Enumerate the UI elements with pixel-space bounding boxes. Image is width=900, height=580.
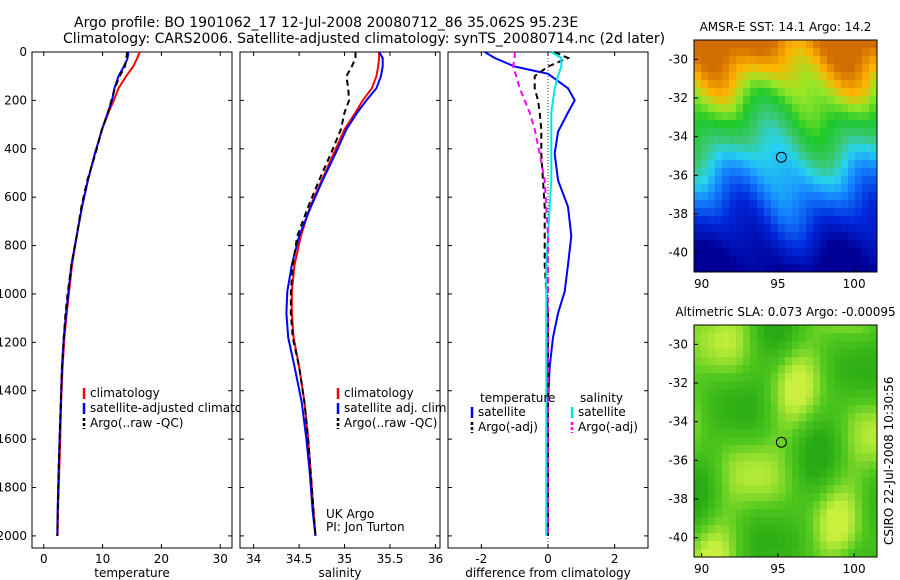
x-tick-label: 30 [213, 552, 228, 566]
legend-label: satellite-adjusted climatology [90, 401, 268, 415]
map-field [694, 40, 877, 272]
x-tick-label: 34 [246, 552, 261, 566]
credit-institution: UK Argo [326, 507, 374, 521]
y-tick-label: 600 [4, 190, 27, 204]
x-axis-label: salinity [318, 566, 361, 580]
x-tick-label: 0 [40, 552, 48, 566]
legend-label: satellite [578, 405, 626, 419]
argo-location-marker [775, 151, 787, 163]
y-tick-label: -40 [668, 531, 688, 545]
map-title: Altimetric SLA: 0.073 Argo: -0.00095 [675, 305, 895, 319]
x-tick-label: 95 [770, 277, 785, 291]
panel-sst-map: AMSR-E SST: 14.1 Argo: 14.2 90 95 100 -30 -32… [668, 20, 878, 291]
y-tick-label: -36 [668, 168, 688, 182]
x-tick-label: 90 [694, 277, 709, 291]
legend-label: satellite [478, 405, 526, 419]
x-tick-label: 100 [843, 562, 866, 576]
series-line-satellite-adj-clim- [285, 51, 384, 537]
y-tick-label: -34 [668, 415, 688, 429]
y-tick-label: 1800 [0, 481, 27, 495]
legend-label: Argo(..raw -QC) [90, 416, 183, 430]
y-tick-label: -30 [668, 52, 688, 66]
panel-salinity: 34 34.5 35 35.5 36 salinity climatologysatelli… [239, 51, 450, 580]
argo-location-marker [775, 436, 787, 448]
y-tick-label: -32 [668, 91, 688, 105]
y-tick-label: 800 [4, 239, 27, 253]
map-frame [693, 39, 878, 273]
y-tick-label: -40 [668, 246, 688, 260]
series-line-argo-adj- [511, 52, 549, 536]
y-tick-label: -30 [668, 337, 688, 351]
x-tick-label: 90 [694, 562, 709, 576]
y-tick-label: -32 [668, 376, 688, 390]
x-tick-label: 20 [154, 552, 169, 566]
y-tick-label: 1400 [0, 384, 27, 398]
x-tick-label: 34.5 [286, 552, 313, 566]
legend-label: Argo(-adj) [478, 420, 538, 434]
y-tick-label: 200 [4, 93, 27, 107]
plot-frame [239, 51, 441, 549]
series-line-satellite [545, 51, 563, 536]
y-tick-label: -34 [668, 130, 688, 144]
x-tick-label: 2 [611, 552, 619, 566]
legend-label: climatology [344, 386, 414, 400]
y-tick-label: 1000 [0, 287, 27, 301]
x-tick-label: -2 [475, 552, 487, 566]
x-tick-label: 100 [843, 277, 866, 291]
y-tick-label: 400 [4, 142, 27, 156]
y-tick-label: 1600 [0, 432, 27, 446]
y-tick-label: -38 [668, 207, 688, 221]
header-line2: Climatology: CARS2006. Satellite-adjuste… [63, 31, 665, 47]
x-tick-label: 0 [544, 552, 552, 566]
map-title: AMSR-E SST: 14.1 Argo: 14.2 [700, 20, 872, 34]
x-tick-label: 36 [428, 552, 443, 566]
legend-label: Argo(-adj) [578, 420, 638, 434]
y-tick-label: 2000 [0, 529, 27, 543]
map-field [694, 325, 877, 557]
header-line1: Argo profile: BO 1901062_17 12-Jul-2008 … [74, 15, 578, 31]
legend-header: salinity [580, 391, 623, 405]
y-tick-label: -38 [668, 492, 688, 506]
legend-header: temperature [480, 391, 555, 405]
panel-sla-map: Altimetric SLA: 0.073 Argo: -0.00095 90 95… [668, 305, 895, 576]
panel-temperature: 0 10 20 30 temperature 0 200 400 600 800 1000 1200 1… [0, 45, 268, 580]
x-axis-label: difference from climatology [465, 566, 631, 580]
series-line-argo-raw-qc- [56, 51, 129, 536]
y-tick-label: 1200 [0, 335, 27, 349]
legend-label: Argo(..raw -QC) [344, 416, 437, 430]
legend-label: satellite adj. clim. [344, 401, 450, 415]
y-tick-label: 0 [19, 45, 27, 59]
series-line-argo-raw-qc- [289, 52, 357, 536]
timestamp-stamp: CSIRO 22-Jul-2008 10:30:56 [882, 377, 896, 545]
map-frame [693, 324, 878, 558]
x-tick-label: 35.5 [377, 552, 404, 566]
x-tick-label: 10 [95, 552, 110, 566]
plot-frame [31, 51, 233, 549]
credit-pi: PI: Jon Turton [326, 520, 405, 534]
y-tick-label: -36 [668, 453, 688, 467]
legend-label: climatology [90, 386, 160, 400]
x-tick-label: 35 [337, 552, 352, 566]
x-axis-label: temperature [94, 566, 169, 580]
x-tick-label: 95 [770, 562, 785, 576]
